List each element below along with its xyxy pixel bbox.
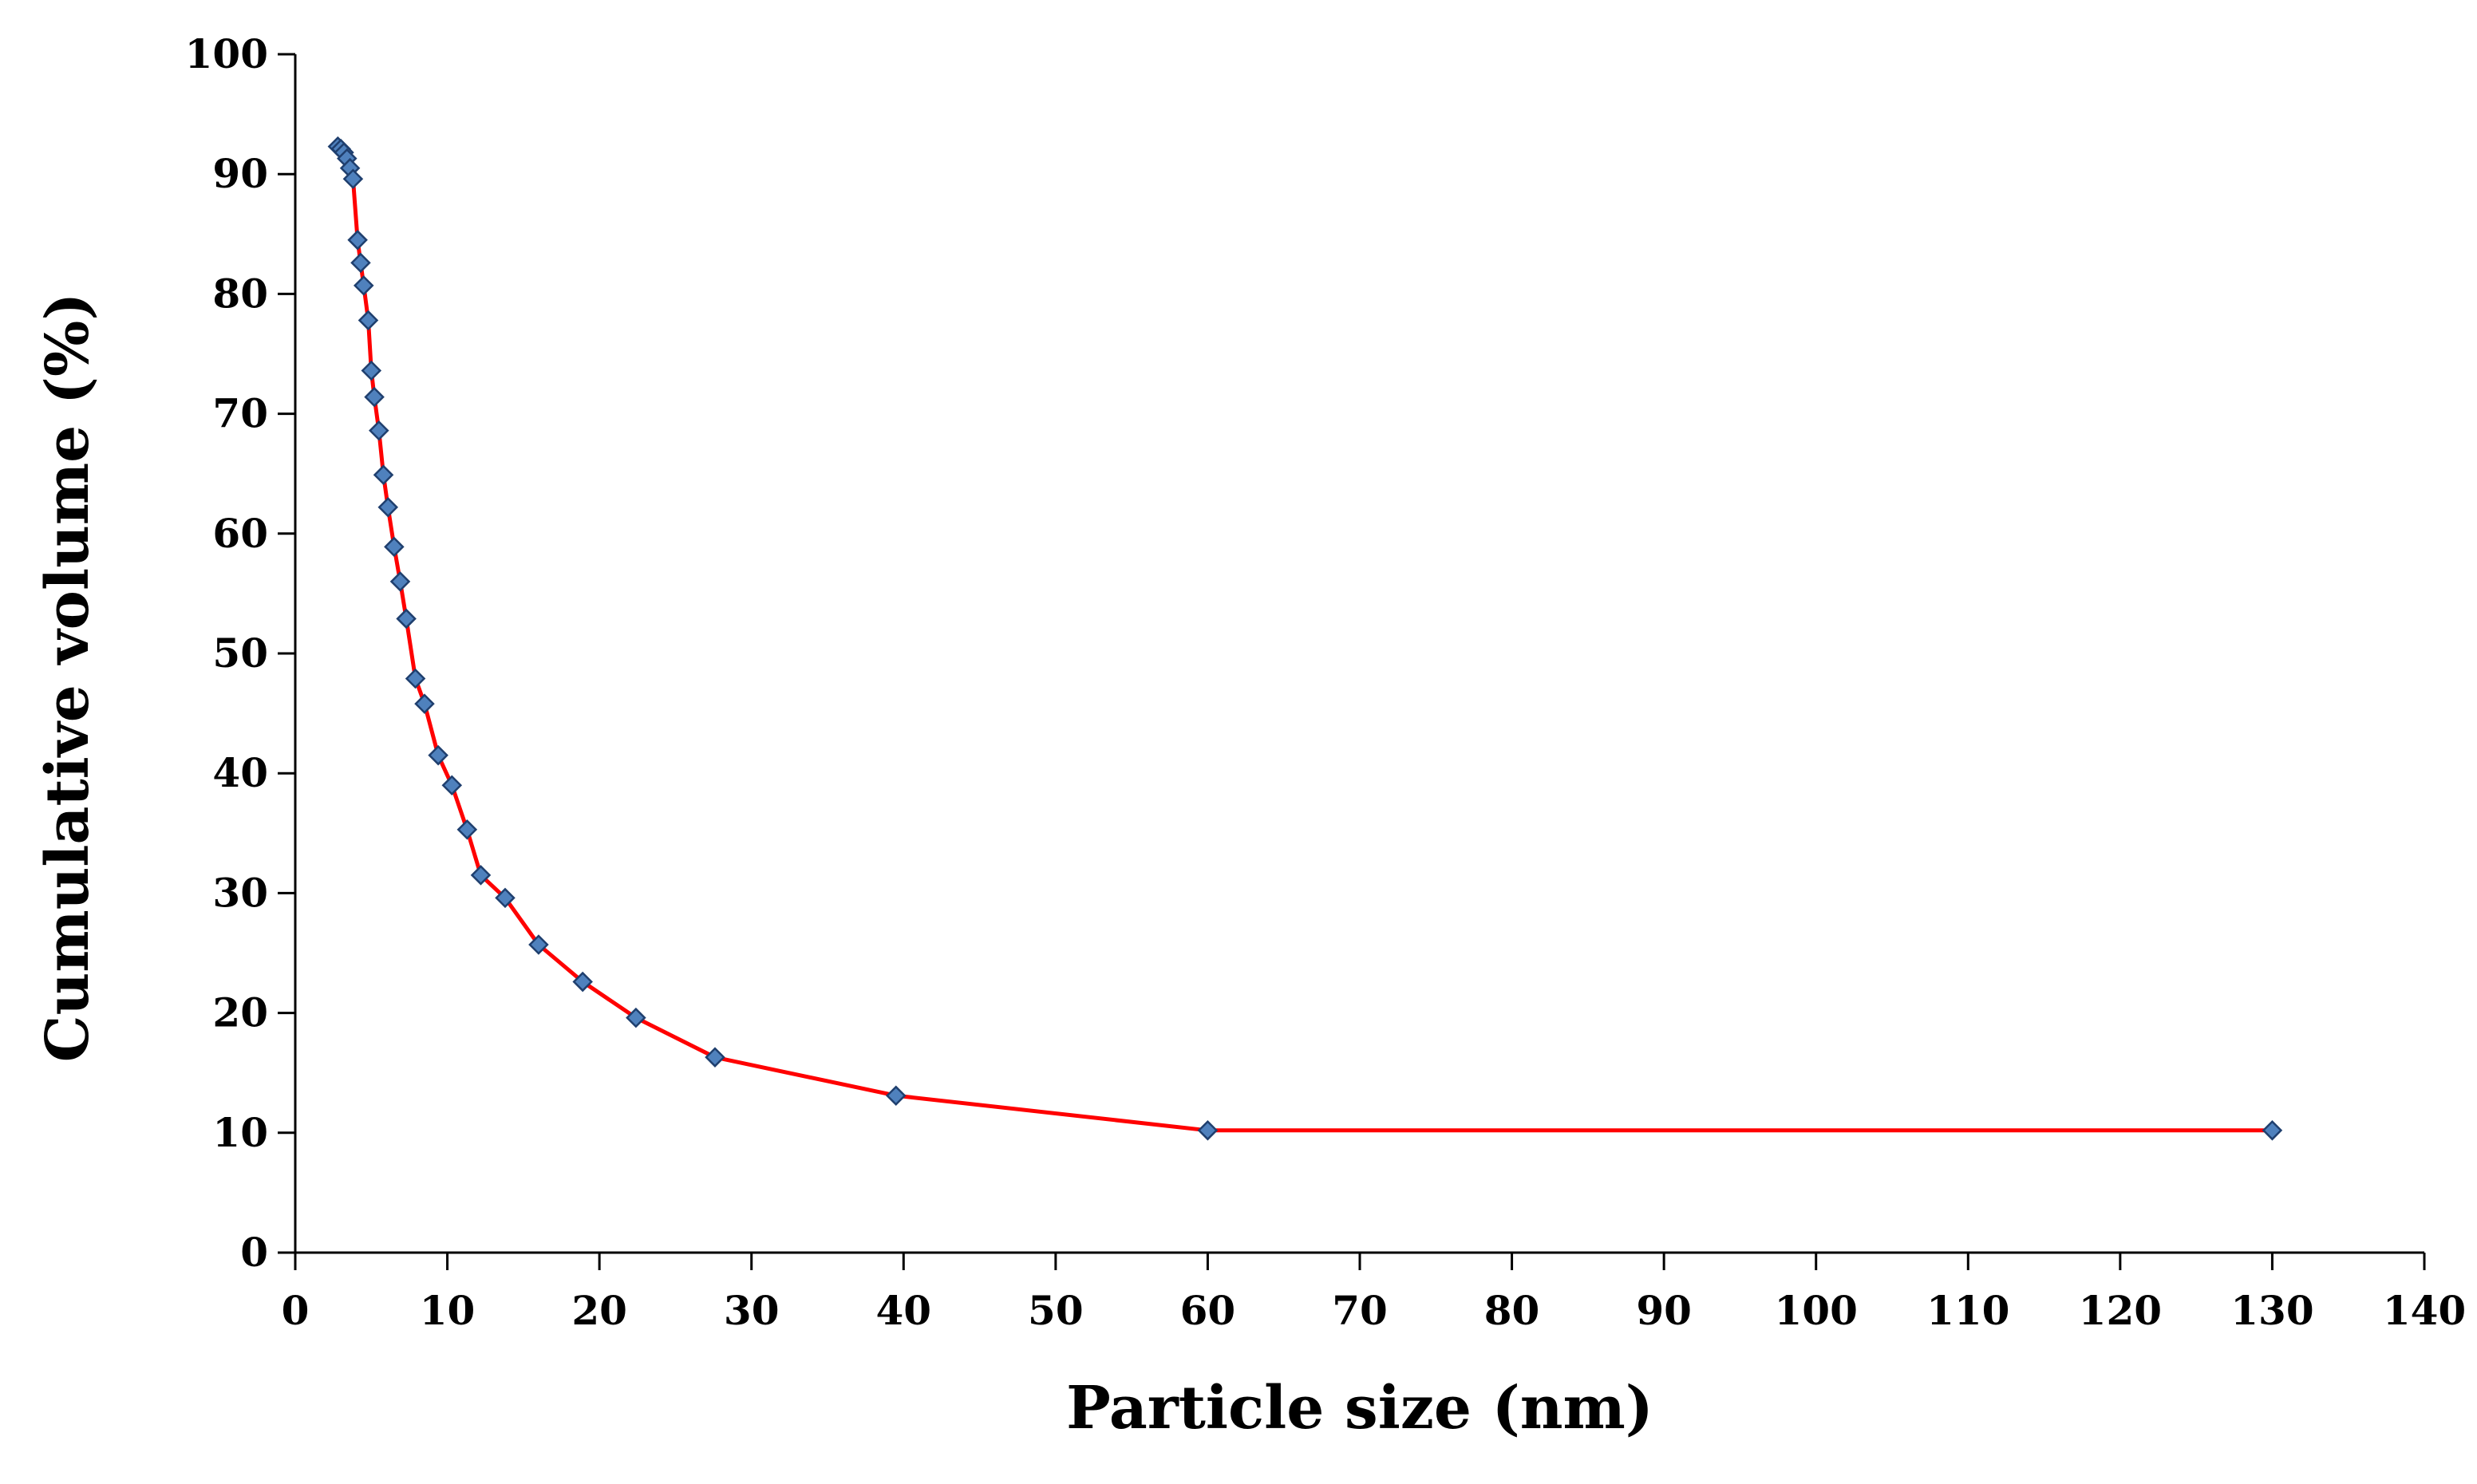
data-point-marker bbox=[414, 693, 435, 714]
x-tick-label: 20 bbox=[571, 1287, 627, 1334]
data-point-marker bbox=[1197, 1120, 1219, 1141]
data-point-marker bbox=[396, 608, 417, 630]
y-tick-label: 50 bbox=[212, 630, 268, 677]
x-tick-label: 80 bbox=[1484, 1287, 1540, 1334]
data-point-marker bbox=[358, 310, 379, 331]
x-tick-label: 40 bbox=[875, 1287, 931, 1334]
y-tick-label: 60 bbox=[212, 510, 268, 557]
data-point-marker bbox=[705, 1047, 725, 1068]
data-point-marker bbox=[428, 744, 448, 766]
data-point-marker bbox=[377, 496, 399, 518]
y-axis-ticks: 0 10 20 30 40 50 60 70 80 90 100 bbox=[185, 30, 295, 1276]
data-point-marker bbox=[364, 386, 385, 408]
x-tick-label: 50 bbox=[1028, 1287, 1084, 1334]
data-point-marker bbox=[347, 230, 368, 251]
y-axis-title: Cumulative volume (%) bbox=[34, 293, 102, 1063]
x-tick-label: 110 bbox=[1926, 1287, 2009, 1334]
x-tick-label: 0 bbox=[282, 1287, 310, 1334]
x-tick-label: 90 bbox=[1636, 1287, 1692, 1334]
data-point-marker bbox=[361, 360, 382, 381]
data-point-marker bbox=[626, 1007, 646, 1028]
x-tick-label: 140 bbox=[2383, 1287, 2466, 1334]
y-tick-label: 100 bbox=[185, 30, 268, 77]
data-point-marker bbox=[353, 275, 374, 296]
data-point-marker bbox=[389, 571, 411, 592]
y-tick-label: 20 bbox=[212, 989, 268, 1036]
x-tick-label: 100 bbox=[1775, 1287, 1858, 1334]
x-tick-label: 10 bbox=[420, 1287, 476, 1334]
data-point-marker bbox=[470, 865, 492, 886]
data-point-marker bbox=[384, 536, 405, 558]
y-tick-label: 10 bbox=[212, 1109, 268, 1156]
y-tick-label: 30 bbox=[212, 869, 268, 916]
data-point-marker bbox=[441, 775, 463, 795]
x-tick-label: 70 bbox=[1332, 1287, 1388, 1334]
x-tick-label: 130 bbox=[2230, 1287, 2313, 1334]
data-point-marker bbox=[456, 819, 478, 840]
data-point-marker bbox=[373, 464, 394, 485]
data-point-marker bbox=[369, 420, 389, 441]
data-point-marker bbox=[885, 1085, 907, 1107]
y-tick-label: 40 bbox=[212, 749, 268, 796]
x-tick-label: 30 bbox=[724, 1287, 780, 1334]
y-tick-label: 0 bbox=[240, 1229, 268, 1276]
y-tick-label: 70 bbox=[212, 390, 268, 437]
data-point-marker bbox=[2262, 1120, 2283, 1141]
x-tick-label: 60 bbox=[1180, 1287, 1236, 1334]
data-point-marker bbox=[528, 934, 549, 955]
data-point-marker bbox=[350, 252, 371, 274]
y-tick-label: 90 bbox=[212, 150, 268, 197]
x-tick-label: 120 bbox=[2079, 1287, 2162, 1334]
x-axis-title: Particle size (nm) bbox=[1066, 1374, 1653, 1443]
data-point-marker bbox=[572, 971, 593, 993]
y-tick-label: 80 bbox=[212, 270, 268, 317]
data-markers bbox=[327, 136, 2283, 1141]
data-point-marker bbox=[342, 168, 364, 189]
series-line bbox=[336, 144, 2273, 1133]
data-point-marker bbox=[495, 887, 516, 909]
x-axis-ticks: 0 10 20 30 40 50 60 70 80 90 100 110 120 130 140 bbox=[282, 1253, 2466, 1334]
data-point-marker bbox=[405, 668, 426, 689]
